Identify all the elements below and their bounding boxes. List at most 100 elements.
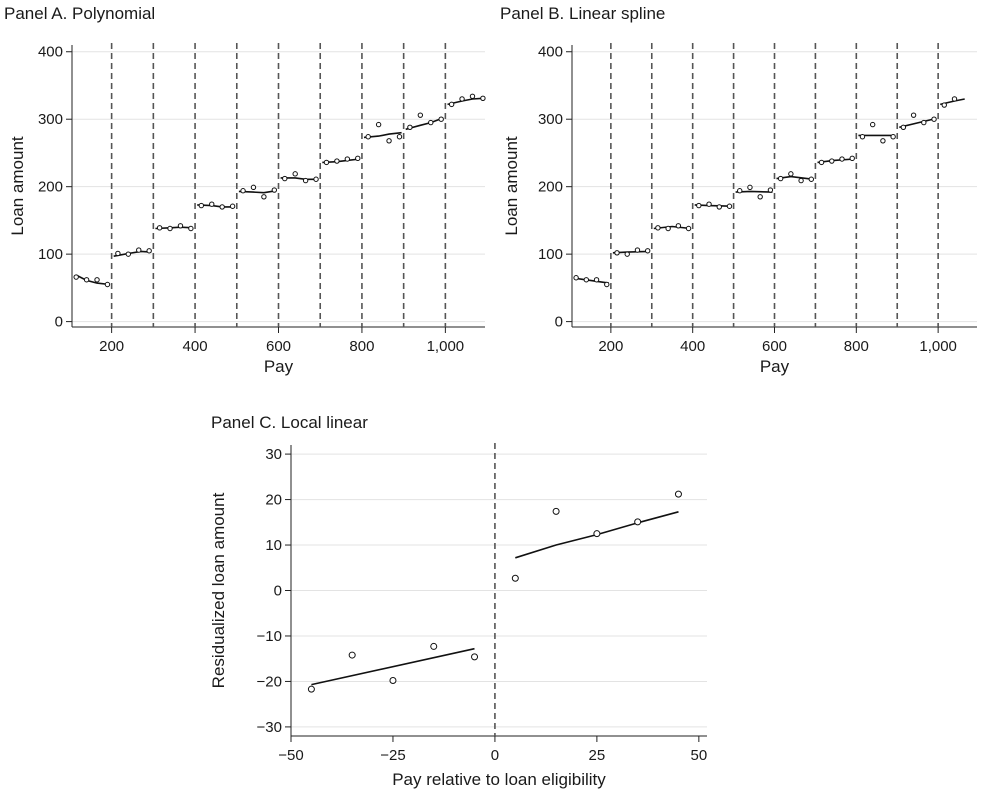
data-point (348, 651, 356, 659)
data-point (788, 171, 794, 177)
panel-a-plot: 0 100 200 300 400 200 400 600 800 1,000 Pay Loan am… (8, 43, 486, 376)
panel-a: Panel A. Polynomial 0 100 200 300 400 200 400 6… (0, 0, 490, 385)
data-point (941, 102, 947, 108)
data-point (302, 177, 309, 184)
data-point (624, 251, 630, 257)
data-point (471, 653, 479, 661)
data-point (198, 202, 205, 209)
data-point (593, 530, 601, 538)
y-tick-label: −10 (257, 628, 282, 645)
y-tick-label: 0 (274, 583, 282, 600)
y-axis-label: Residualized loan amount (209, 492, 228, 688)
data-point (644, 248, 651, 254)
fit-line (363, 131, 402, 139)
data-point (334, 158, 340, 164)
data-point (716, 204, 722, 210)
x-tick-label: −25 (380, 747, 405, 764)
data-point (323, 159, 330, 166)
panel-c-title: Panel C. Local linear (211, 413, 368, 432)
data-point (869, 121, 876, 128)
data-point (282, 175, 288, 182)
data-point (552, 507, 560, 515)
data-point (240, 188, 246, 194)
data-point (511, 574, 519, 582)
data-point (859, 134, 866, 140)
fit-line (75, 274, 110, 286)
data-point (674, 490, 682, 498)
x-tick-label: 200 (598, 338, 623, 355)
fit-line (405, 117, 444, 131)
data-point (737, 188, 743, 194)
fit-line (575, 277, 609, 284)
data-point (365, 134, 371, 140)
x-tick-label: 1,000 (919, 338, 957, 355)
data-point (188, 225, 194, 232)
data-point (880, 138, 886, 144)
data-point (665, 225, 671, 232)
data-point (818, 159, 825, 166)
y-tick-label: 300 (38, 111, 63, 128)
data-point (900, 124, 907, 131)
y-axis-label: Loan amount (8, 136, 27, 236)
fit-line (280, 177, 319, 181)
data-point (307, 685, 315, 693)
y-tick-label: 0 (55, 314, 63, 331)
data-point (73, 274, 79, 280)
data-point (634, 247, 641, 253)
x-tick-label: −50 (278, 747, 303, 764)
x-tick-label: 25 (589, 747, 606, 764)
data-point (407, 124, 413, 131)
fit-line (238, 189, 277, 194)
data-point (146, 248, 152, 254)
data-point (136, 247, 142, 253)
data-point (951, 96, 958, 102)
x-tick-label: 600 (266, 338, 291, 355)
data-point (177, 223, 184, 229)
data-point (593, 277, 600, 283)
panel-a-title: Panel A. Polynomial (4, 4, 156, 23)
fit-line (197, 204, 235, 208)
y-tick-label: 10 (265, 537, 282, 554)
data-point (910, 112, 917, 118)
x-tick-label: 800 (844, 338, 869, 355)
panel-b-plot: 0 100 200 300 400 200 400 600 800 1,000 Pay Loan am… (502, 43, 977, 376)
x-axis-label: Pay (760, 357, 790, 376)
fit-line (155, 226, 194, 230)
data-point (104, 281, 111, 288)
y-axis-label: Loan amount (502, 136, 521, 236)
x-axis-label: Pay relative to loan eligibility (392, 770, 606, 789)
y-tick-label: −30 (257, 719, 282, 736)
y-tick-label: −20 (257, 673, 282, 690)
data-point (480, 95, 486, 101)
data-point (292, 171, 298, 177)
data-point (344, 156, 351, 162)
y-tick-label: 100 (538, 246, 563, 263)
y-tick-label: 200 (38, 179, 63, 196)
data-point (829, 158, 835, 164)
data-point (313, 176, 319, 182)
data-point (448, 101, 455, 108)
panel-c: Panel C. Local linear −30 −20 −10 0 10 20 30 −5… (200, 408, 720, 796)
fit-line (113, 250, 152, 257)
data-point (696, 202, 702, 209)
x-tick-label: 50 (690, 747, 707, 764)
data-point (655, 225, 661, 231)
data-point (604, 281, 610, 288)
data-point (83, 277, 90, 283)
data-point (459, 96, 465, 102)
data-point (931, 116, 937, 122)
data-point (271, 187, 278, 193)
data-point (849, 155, 855, 162)
data-point (389, 677, 397, 685)
data-point (839, 156, 845, 162)
y-tick-label: 400 (38, 44, 63, 61)
y-tick-label: 400 (538, 44, 563, 61)
data-point (219, 204, 225, 210)
fit-line (311, 647, 475, 686)
y-tick-label: 300 (538, 111, 563, 128)
x-tick-label: 400 (183, 338, 208, 355)
data-point (209, 201, 215, 207)
data-point (573, 275, 579, 281)
data-point (125, 251, 132, 257)
data-point (229, 203, 236, 209)
